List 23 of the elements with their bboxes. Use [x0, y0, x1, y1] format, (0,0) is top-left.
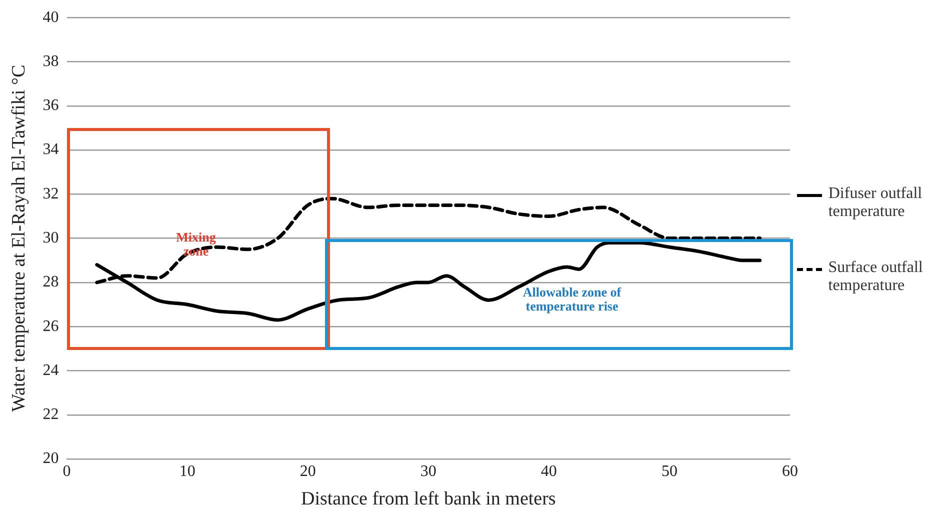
- y-axis-title: Water temperature at El-Rayah El-Tawfiki °C: [8, 64, 30, 412]
- y-tick-label: 36: [42, 97, 59, 114]
- x-tick-label: 0: [62, 462, 71, 480]
- x-tick-label: 40: [540, 462, 557, 480]
- x-tick-label: 10: [179, 462, 196, 480]
- legend-label: Difuser outfall temperature: [828, 185, 924, 221]
- y-tick-label: 32: [42, 185, 59, 202]
- x-tick-label: 60: [782, 462, 798, 480]
- y-tick-label: 38: [42, 52, 59, 70]
- y-tick-label: 40: [42, 8, 59, 26]
- x-tick-label: 20: [300, 462, 316, 480]
- y-tick-label: 28: [42, 274, 59, 291]
- y-tick-label: 22: [42, 406, 59, 424]
- x-axis-title: Distance from left bank in meters: [300, 488, 556, 510]
- y-tick-label: 34: [42, 141, 59, 158]
- y-tick-label: 26: [42, 318, 59, 335]
- x-tick-label: 50: [661, 462, 678, 480]
- x-tick-label: 30: [420, 462, 436, 480]
- annotation: Allowable zone of temperature rise: [522, 284, 622, 314]
- legend-label: Surface outfall temperature: [828, 259, 924, 295]
- y-tick-label: 24: [42, 362, 59, 379]
- y-tick-label: 20: [42, 450, 59, 468]
- y-tick-label: 30: [42, 230, 59, 247]
